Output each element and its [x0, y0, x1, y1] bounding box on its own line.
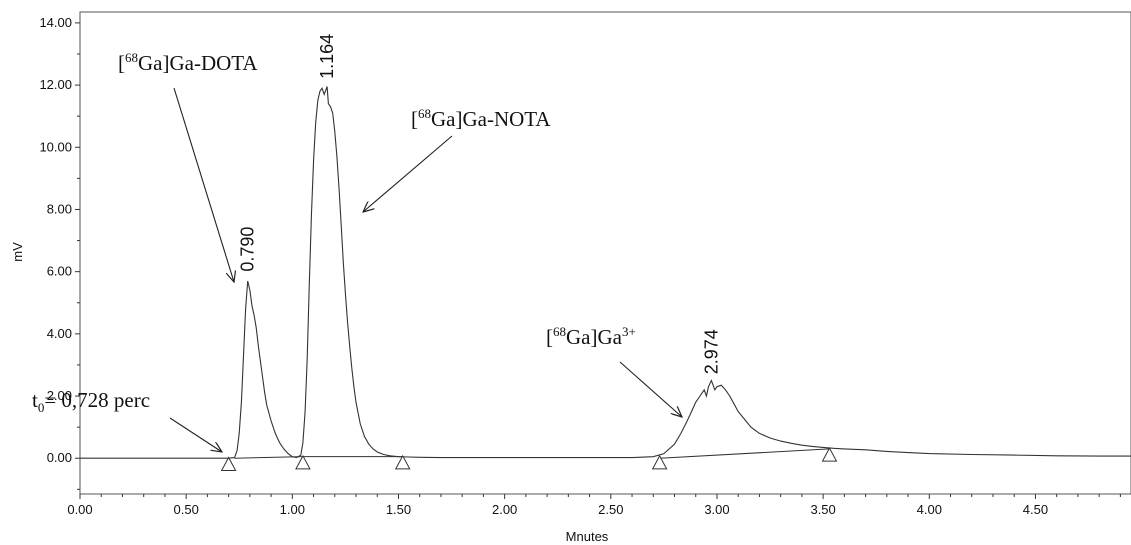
- y-tick-label: 0.00: [47, 450, 72, 465]
- x-tick-label: 4.50: [1023, 502, 1048, 517]
- x-tick-label: 0.00: [67, 502, 92, 517]
- y-tick-label: 2.00: [47, 388, 72, 403]
- x-tick-label: 1.00: [280, 502, 305, 517]
- y-tick-label: 12.00: [39, 77, 72, 92]
- y-tick-label: 10.00: [39, 139, 72, 154]
- x-tick-label: 2.50: [598, 502, 623, 517]
- x-tick-label: 2.00: [492, 502, 517, 517]
- y-tick-label: 4.00: [47, 326, 72, 341]
- chromatogram-trace: [80, 86, 1131, 459]
- integration-marker: [220, 456, 237, 471]
- integration-marker: [394, 454, 411, 470]
- y-tick-label: 8.00: [47, 201, 72, 216]
- peak-label: 2.974: [701, 329, 721, 374]
- integration-markers: [220, 447, 838, 471]
- baseline-segment: [234, 456, 303, 459]
- y-axis-title: mV: [10, 242, 25, 262]
- integration-marker: [651, 454, 668, 470]
- x-tick-label: 3.00: [704, 502, 729, 517]
- arrow-ga-dota: [173, 87, 234, 282]
- annotation-free-gallium: [68Ga]Ga3+: [546, 324, 636, 349]
- baseline-segment: [659, 448, 830, 459]
- arrow-t0: [169, 417, 222, 452]
- y-axis: 0.00 2.00 4.00 6.00 8.00 10.00 12.00 14.00: [39, 15, 80, 490]
- integration-marker: [295, 454, 311, 470]
- x-tick-label: 0.50: [174, 502, 199, 517]
- peak-labels: 0.790 1.164 2.974: [238, 34, 722, 374]
- x-tick-label: 1.50: [386, 502, 411, 517]
- arrow-free-gallium: [619, 361, 682, 417]
- annotation-t0: t0= 0,728 perc: [32, 388, 150, 415]
- peak-label: 1.164: [317, 34, 337, 79]
- x-tick-label: 3.50: [810, 502, 835, 517]
- y-tick-label: 6.00: [47, 264, 72, 279]
- peak-label: 0.790: [238, 227, 258, 272]
- x-axis-title: Mnutes: [566, 529, 609, 544]
- arrow-ga-nota: [363, 135, 453, 212]
- plot-frame: [79, 11, 1131, 495]
- annotation-ga-dota: [68Ga]Ga-DOTA: [118, 50, 258, 75]
- integration-marker: [821, 447, 838, 462]
- integration-baselines: [234, 448, 830, 459]
- annotation-ga-nota: [68Ga]Ga-NOTA: [411, 106, 551, 131]
- x-tick-label: 4.00: [917, 502, 942, 517]
- x-axis: 0.00 0.50 1.00 1.50 2.00 2.50 3.00 3.50 4.00 4.50: [67, 494, 1121, 517]
- y-tick-label: 14.00: [39, 15, 72, 30]
